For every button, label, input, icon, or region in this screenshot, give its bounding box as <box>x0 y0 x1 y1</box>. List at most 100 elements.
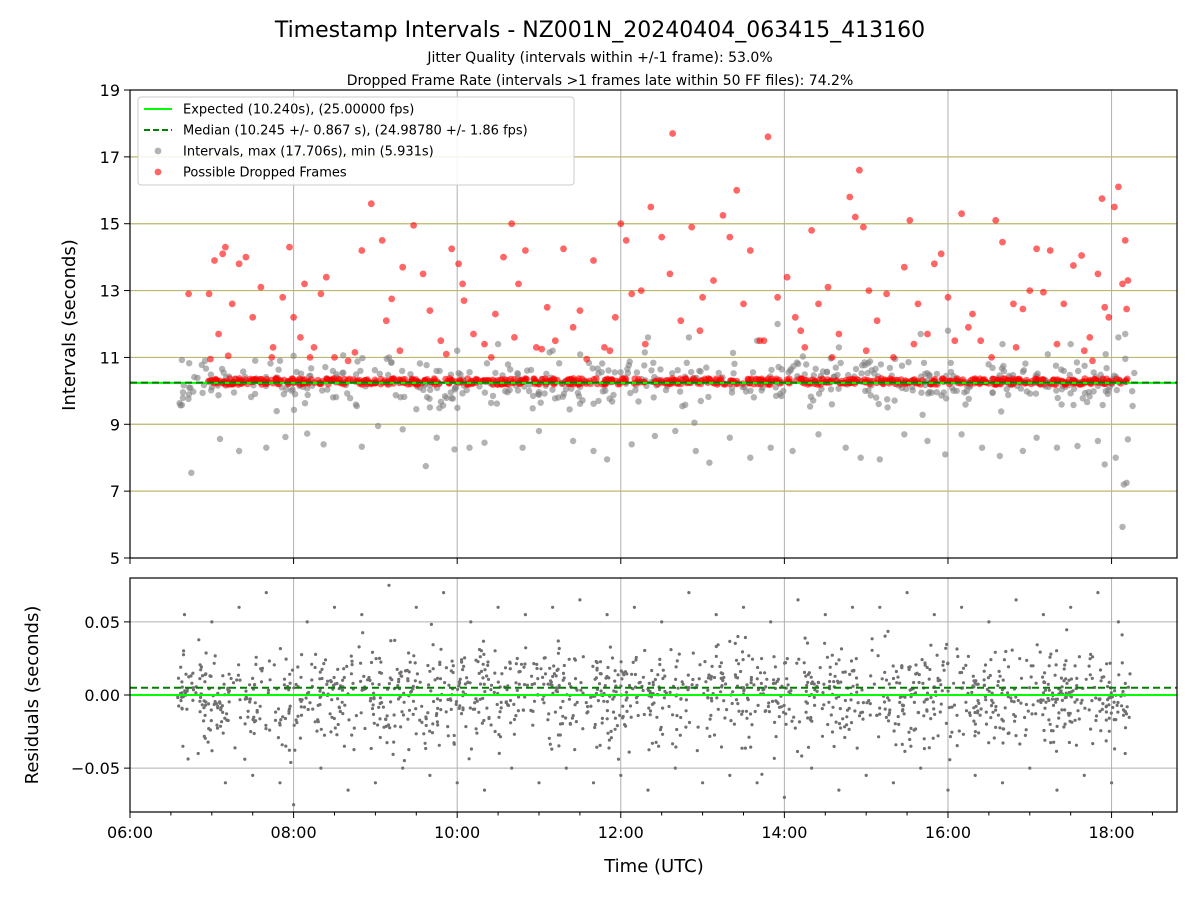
interval-point <box>397 394 404 401</box>
dropped-frame-point <box>378 237 386 244</box>
residual-point <box>282 677 287 681</box>
residual-point <box>996 713 1001 717</box>
residual-point <box>535 666 539 671</box>
residual-point <box>229 676 233 681</box>
residual-point <box>1091 742 1095 746</box>
dropped-frame-point <box>747 375 755 383</box>
dropped-frame-point <box>492 310 499 318</box>
residual-point <box>292 686 296 690</box>
interval-point <box>1053 444 1061 451</box>
residual-point <box>1104 705 1108 709</box>
residual-point <box>764 685 768 689</box>
dropped-frame-point <box>569 323 577 331</box>
interval-point <box>641 349 648 356</box>
residual-point <box>986 676 991 680</box>
interval-point <box>420 386 427 394</box>
dropped-frame-point <box>851 213 859 221</box>
dropped-frame-point <box>900 263 908 271</box>
dropped-frame-point <box>699 293 706 301</box>
residual-point <box>1080 698 1084 702</box>
residual-point <box>917 680 921 685</box>
residual-point <box>1023 715 1027 720</box>
residual-point <box>589 704 593 708</box>
residual-point <box>329 730 333 734</box>
residual-point <box>546 718 550 722</box>
residual-point <box>812 695 816 700</box>
residual-point <box>1023 733 1027 738</box>
residual-point <box>1076 709 1080 713</box>
dropped-frame-point <box>791 313 799 321</box>
residual-point <box>900 742 904 747</box>
dropped-frame-point <box>185 290 193 298</box>
residual-point <box>478 682 483 686</box>
residual-point <box>684 698 689 702</box>
interval-point <box>602 387 609 394</box>
residual-point <box>679 715 683 720</box>
residual-point <box>1084 677 1088 681</box>
residual-point <box>1111 705 1115 710</box>
interval-point <box>747 387 754 394</box>
residual-point <box>411 712 415 717</box>
residual-point <box>1049 729 1054 733</box>
dropped-frame-point <box>489 376 497 384</box>
interval-point <box>1090 388 1097 395</box>
residual-point <box>369 660 374 665</box>
residual-point <box>687 720 692 725</box>
residual-point <box>616 673 620 677</box>
residual-point <box>467 757 471 761</box>
residual-point <box>977 731 981 735</box>
residual-point <box>1067 690 1071 695</box>
residual-point <box>1075 676 1079 681</box>
residual-point <box>883 634 887 638</box>
residual-point <box>252 720 257 724</box>
residual-point <box>575 688 579 692</box>
residual-point <box>179 699 183 703</box>
residual-point <box>463 682 467 686</box>
dropped-frame-point <box>551 337 559 345</box>
interval-point <box>1066 371 1073 379</box>
residual-point <box>485 706 489 710</box>
residual-point <box>737 709 741 713</box>
residual-point <box>278 781 282 785</box>
residual-point <box>647 706 651 710</box>
interval-point <box>551 395 559 402</box>
residual-point <box>478 697 482 701</box>
interval-point <box>524 367 531 374</box>
residual-point <box>326 679 330 683</box>
dropped-frame-point <box>272 375 280 383</box>
interval-point <box>606 395 613 402</box>
dropped-frame-point <box>310 344 318 351</box>
interval-point <box>767 444 774 451</box>
residual-point <box>1098 709 1102 713</box>
residual-point <box>687 591 691 595</box>
residual-point <box>686 673 690 677</box>
residual-point <box>429 689 433 693</box>
dropped-frame-point <box>883 290 890 298</box>
dropped-frame-point <box>1123 305 1130 313</box>
interval-point <box>590 447 597 455</box>
interval-point <box>1067 340 1074 348</box>
residual-point <box>1007 731 1011 735</box>
interval-point <box>427 386 434 394</box>
interval-point <box>559 393 567 400</box>
residual-point <box>218 724 223 728</box>
residual-point <box>615 724 620 728</box>
residual-point <box>854 657 858 661</box>
interval-point <box>436 367 443 375</box>
residual-point <box>468 681 472 685</box>
residual-point <box>1065 628 1069 632</box>
residual-point <box>740 650 745 654</box>
residual-point <box>613 669 617 673</box>
residual-point <box>669 648 673 652</box>
residual-point <box>1107 729 1111 733</box>
dropped-frame-point <box>764 133 772 141</box>
residual-point <box>595 745 599 749</box>
residual-point <box>522 665 526 669</box>
residual-point <box>994 704 998 709</box>
residual-point <box>341 678 345 682</box>
residual-point <box>1099 729 1103 733</box>
residual-point <box>352 726 356 730</box>
residual-point <box>743 635 748 640</box>
residual-point <box>221 674 225 678</box>
residual-point <box>397 677 401 681</box>
